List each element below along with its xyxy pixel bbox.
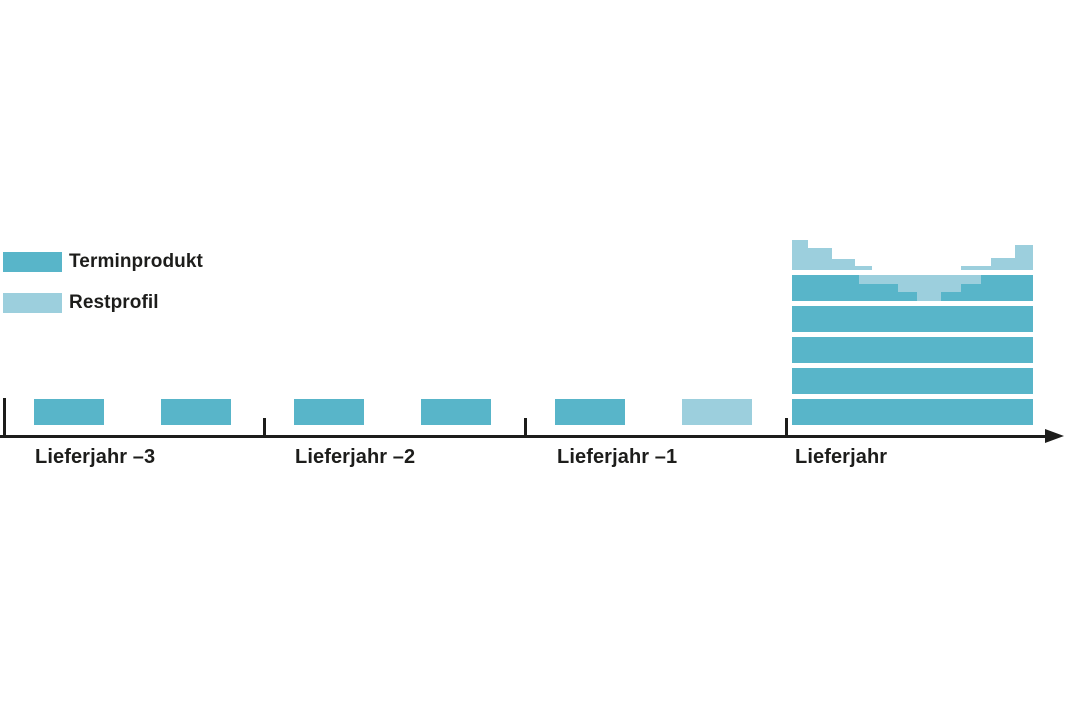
x-axis-arrowhead-icon bbox=[1045, 429, 1064, 444]
x-axis-tick bbox=[524, 418, 527, 438]
delivery-stack-layer bbox=[792, 399, 1033, 425]
residual-profile-step bbox=[808, 248, 833, 270]
x-axis-tick bbox=[785, 418, 788, 438]
legend-label-terminprodukt: Terminprodukt bbox=[69, 251, 203, 272]
legend-item-terminprodukt: Terminprodukt bbox=[3, 251, 203, 272]
delivery-stack-layer bbox=[792, 306, 1033, 332]
residual-dip-step bbox=[960, 275, 982, 285]
x-axis-label-3: Lieferjahr bbox=[795, 446, 888, 468]
tranche-bar bbox=[34, 399, 104, 425]
residual-dip-step bbox=[898, 275, 918, 292]
residual-profile-step bbox=[960, 266, 991, 270]
x-axis-tick bbox=[3, 398, 6, 438]
residual-profile-step bbox=[832, 258, 856, 270]
tranche-bar bbox=[421, 399, 491, 425]
tranche-bar bbox=[682, 399, 752, 425]
residual-dip-step bbox=[859, 275, 899, 285]
delivery-stack-layer bbox=[792, 368, 1033, 394]
x-axis-label-2: Lieferjahr –1 bbox=[557, 446, 678, 468]
terminprodukt-color-swatch bbox=[3, 252, 62, 272]
tranche-bar bbox=[294, 399, 364, 425]
residual-dip-step bbox=[917, 275, 942, 301]
legend: Terminprodukt Restprofil bbox=[3, 251, 203, 313]
residual-profile-step bbox=[990, 258, 1015, 270]
residual-profile-step bbox=[855, 266, 873, 270]
x-axis-label-1: Lieferjahr –2 bbox=[295, 446, 416, 468]
legend-label-restprofil: Restprofil bbox=[69, 292, 159, 313]
delivery-stack-layer bbox=[792, 337, 1033, 363]
x-axis-tick bbox=[263, 418, 266, 438]
residual-profile-step bbox=[792, 240, 809, 270]
restprofil-color-swatch bbox=[3, 293, 62, 313]
residual-dip-step bbox=[941, 275, 961, 292]
tranche-bar bbox=[161, 399, 231, 425]
residual-profile-step bbox=[1014, 245, 1033, 270]
x-axis-label-0: Lieferjahr –3 bbox=[35, 446, 156, 468]
legend-item-restprofil: Restprofil bbox=[3, 292, 203, 313]
tranche-bar bbox=[555, 399, 625, 425]
